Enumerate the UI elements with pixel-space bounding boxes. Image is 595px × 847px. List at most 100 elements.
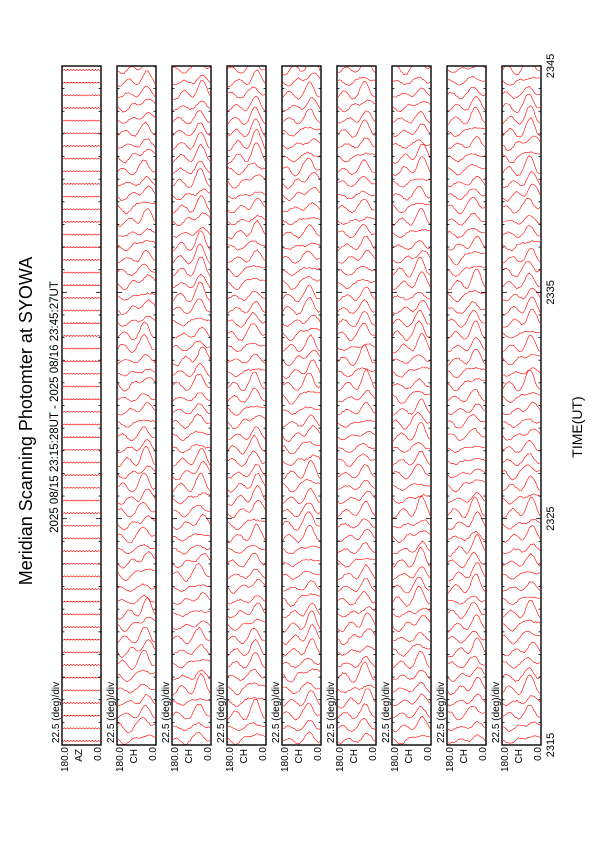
trace-line bbox=[502, 240, 541, 252]
trace-line bbox=[447, 188, 486, 200]
trace-line bbox=[62, 94, 101, 97]
trace-line bbox=[392, 442, 431, 453]
trace-line bbox=[447, 86, 486, 100]
chart-title: Meridian Scanning Photomter at SYOWA bbox=[16, 257, 36, 585]
trace-line bbox=[337, 99, 376, 113]
trace-line bbox=[447, 457, 486, 466]
trace-line bbox=[227, 602, 266, 619]
trace-line bbox=[447, 378, 486, 392]
scale-label: 22.5 (deg)/div bbox=[216, 682, 227, 743]
channel-label: CH bbox=[184, 749, 195, 763]
trace-line bbox=[172, 80, 211, 100]
trace-line bbox=[392, 143, 431, 164]
trace-line bbox=[227, 733, 266, 745]
trace-line bbox=[337, 265, 376, 276]
trace-line bbox=[392, 111, 431, 124]
trace-line bbox=[392, 123, 431, 137]
trace-line bbox=[337, 612, 376, 633]
trace-line bbox=[172, 644, 210, 655]
trace-line bbox=[447, 479, 486, 493]
scale-label: 22.5 (deg)/div bbox=[436, 682, 447, 743]
trace-line bbox=[502, 496, 541, 519]
trace-line bbox=[62, 550, 101, 553]
trace-line bbox=[172, 659, 211, 669]
y-top-label: 180.0 bbox=[500, 747, 511, 772]
trace-line bbox=[392, 202, 431, 213]
trace-line bbox=[282, 502, 321, 518]
trace-line bbox=[282, 657, 321, 669]
panel-9: 180.0 0.0 CH 22.5 (deg)/div bbox=[491, 65, 544, 772]
trace-line bbox=[282, 524, 321, 543]
trace-line bbox=[337, 236, 376, 252]
trace-line bbox=[502, 525, 541, 543]
trace-line bbox=[502, 369, 541, 392]
trace-line bbox=[227, 518, 266, 530]
trace-line bbox=[117, 263, 156, 277]
trace-line bbox=[117, 734, 156, 745]
trace-line bbox=[337, 703, 376, 720]
trace-line bbox=[282, 224, 321, 239]
trace-line bbox=[392, 309, 431, 328]
trace-line bbox=[447, 656, 486, 668]
y-bottom-label: 0.0 bbox=[258, 747, 269, 761]
trace-line bbox=[337, 688, 376, 709]
trace-line bbox=[172, 545, 211, 555]
trace-line bbox=[117, 527, 156, 544]
trace-line bbox=[392, 422, 431, 442]
trace-line bbox=[337, 442, 376, 453]
trace-line bbox=[62, 436, 101, 439]
trace-line bbox=[172, 704, 211, 720]
trace-line bbox=[282, 580, 321, 592]
trace-line bbox=[502, 630, 541, 645]
panel-frame bbox=[336, 65, 377, 746]
trace-line bbox=[447, 251, 486, 266]
trace-line bbox=[392, 463, 431, 480]
trace-line bbox=[172, 533, 211, 542]
y-bottom-label: 0.0 bbox=[533, 747, 544, 761]
trace-line bbox=[62, 170, 101, 173]
trace-line bbox=[502, 596, 541, 605]
trace-line bbox=[172, 188, 211, 201]
trace-line bbox=[282, 216, 321, 225]
trace-line bbox=[502, 335, 541, 353]
trace-line bbox=[447, 693, 486, 707]
trace-line bbox=[62, 347, 101, 350]
trace-line bbox=[117, 419, 156, 428]
trace-line bbox=[502, 308, 541, 328]
trace-line bbox=[392, 240, 431, 251]
trace-line bbox=[282, 623, 321, 645]
y-top-label: 180.0 bbox=[335, 747, 346, 772]
trace-line bbox=[62, 145, 101, 147]
trace-line bbox=[172, 553, 211, 569]
trace-line bbox=[62, 284, 101, 287]
trace-line bbox=[117, 121, 156, 137]
trace-line bbox=[447, 227, 486, 239]
panel-frame bbox=[61, 65, 102, 746]
trace-line bbox=[502, 581, 541, 592]
trace-line bbox=[282, 172, 321, 189]
trace-line bbox=[172, 317, 211, 327]
trace-line bbox=[337, 119, 376, 138]
trace-line bbox=[227, 249, 266, 263]
trace-line bbox=[337, 661, 376, 683]
trace-line bbox=[392, 540, 431, 554]
trace-line bbox=[337, 249, 376, 264]
panel-8: 180.0 0.0 CH 22.5 (deg)/div bbox=[436, 65, 489, 772]
trace-line bbox=[62, 69, 101, 71]
trace-line bbox=[337, 645, 376, 656]
scale-label: 22.5 (deg)/div bbox=[161, 682, 172, 743]
trace-line bbox=[117, 185, 156, 201]
trace-line bbox=[282, 414, 321, 428]
trace-line bbox=[447, 349, 486, 366]
trace-line bbox=[337, 278, 375, 289]
trace-line bbox=[447, 445, 486, 453]
trace-line bbox=[117, 717, 156, 734]
trace-line bbox=[337, 518, 376, 529]
trace-line bbox=[227, 463, 266, 479]
trace-line bbox=[282, 638, 321, 657]
trace-line bbox=[502, 735, 541, 744]
trace-line bbox=[447, 389, 486, 403]
trace-line bbox=[392, 530, 431, 544]
trace-line bbox=[227, 544, 266, 554]
panel-5: 180.0 0.0 CH 22.5 (deg)/div bbox=[271, 65, 324, 772]
